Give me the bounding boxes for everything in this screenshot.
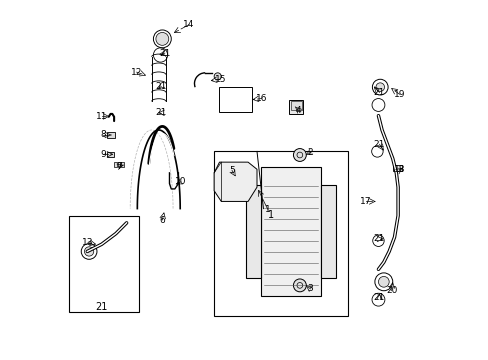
Circle shape	[214, 73, 221, 80]
Circle shape	[84, 247, 94, 256]
Circle shape	[378, 276, 388, 287]
Text: 1: 1	[264, 205, 270, 214]
Text: 5: 5	[229, 166, 234, 175]
Bar	[246, 185, 260, 278]
Text: 15: 15	[214, 75, 225, 84]
Bar	[219, 87, 251, 112]
Bar	[290, 102, 301, 111]
Text: 21: 21	[159, 49, 170, 58]
Text: 18: 18	[393, 166, 405, 175]
Bar	[260, 167, 321, 296]
Text: 8: 8	[101, 130, 106, 139]
Text: 17: 17	[360, 197, 371, 206]
Bar	[118, 162, 120, 167]
Text: 9: 9	[101, 150, 106, 159]
Polygon shape	[214, 162, 257, 202]
Text: 10: 10	[175, 177, 186, 186]
Text: 21: 21	[373, 140, 385, 149]
Text: 13: 13	[82, 238, 94, 247]
Text: 2: 2	[307, 148, 313, 157]
Text: 21: 21	[373, 293, 385, 302]
Text: 14: 14	[183, 20, 194, 29]
Text: 21: 21	[373, 234, 385, 243]
Text: 4: 4	[295, 106, 301, 115]
Bar	[114, 162, 116, 167]
Text: 21: 21	[155, 82, 166, 91]
Text: 7: 7	[116, 162, 122, 171]
Bar	[107, 132, 115, 138]
Text: 3: 3	[307, 284, 313, 293]
Text: 6: 6	[159, 216, 165, 225]
Bar	[107, 152, 114, 157]
Text: 21: 21	[155, 108, 166, 117]
Circle shape	[375, 83, 384, 91]
Text: 19: 19	[393, 90, 405, 99]
Text: 1: 1	[267, 210, 273, 220]
Text: 21: 21	[95, 302, 107, 312]
Bar	[214, 152, 347, 316]
Text: 11: 11	[96, 112, 107, 121]
Text: 20: 20	[385, 286, 397, 295]
Bar	[69, 216, 139, 312]
Text: 12: 12	[131, 68, 142, 77]
Bar	[392, 165, 401, 171]
Bar	[288, 100, 303, 114]
Text: 21: 21	[373, 88, 385, 97]
Circle shape	[293, 149, 305, 161]
Text: 16: 16	[255, 94, 267, 103]
Circle shape	[156, 32, 168, 45]
Circle shape	[293, 279, 305, 292]
Bar	[321, 185, 335, 278]
Bar	[121, 162, 123, 167]
